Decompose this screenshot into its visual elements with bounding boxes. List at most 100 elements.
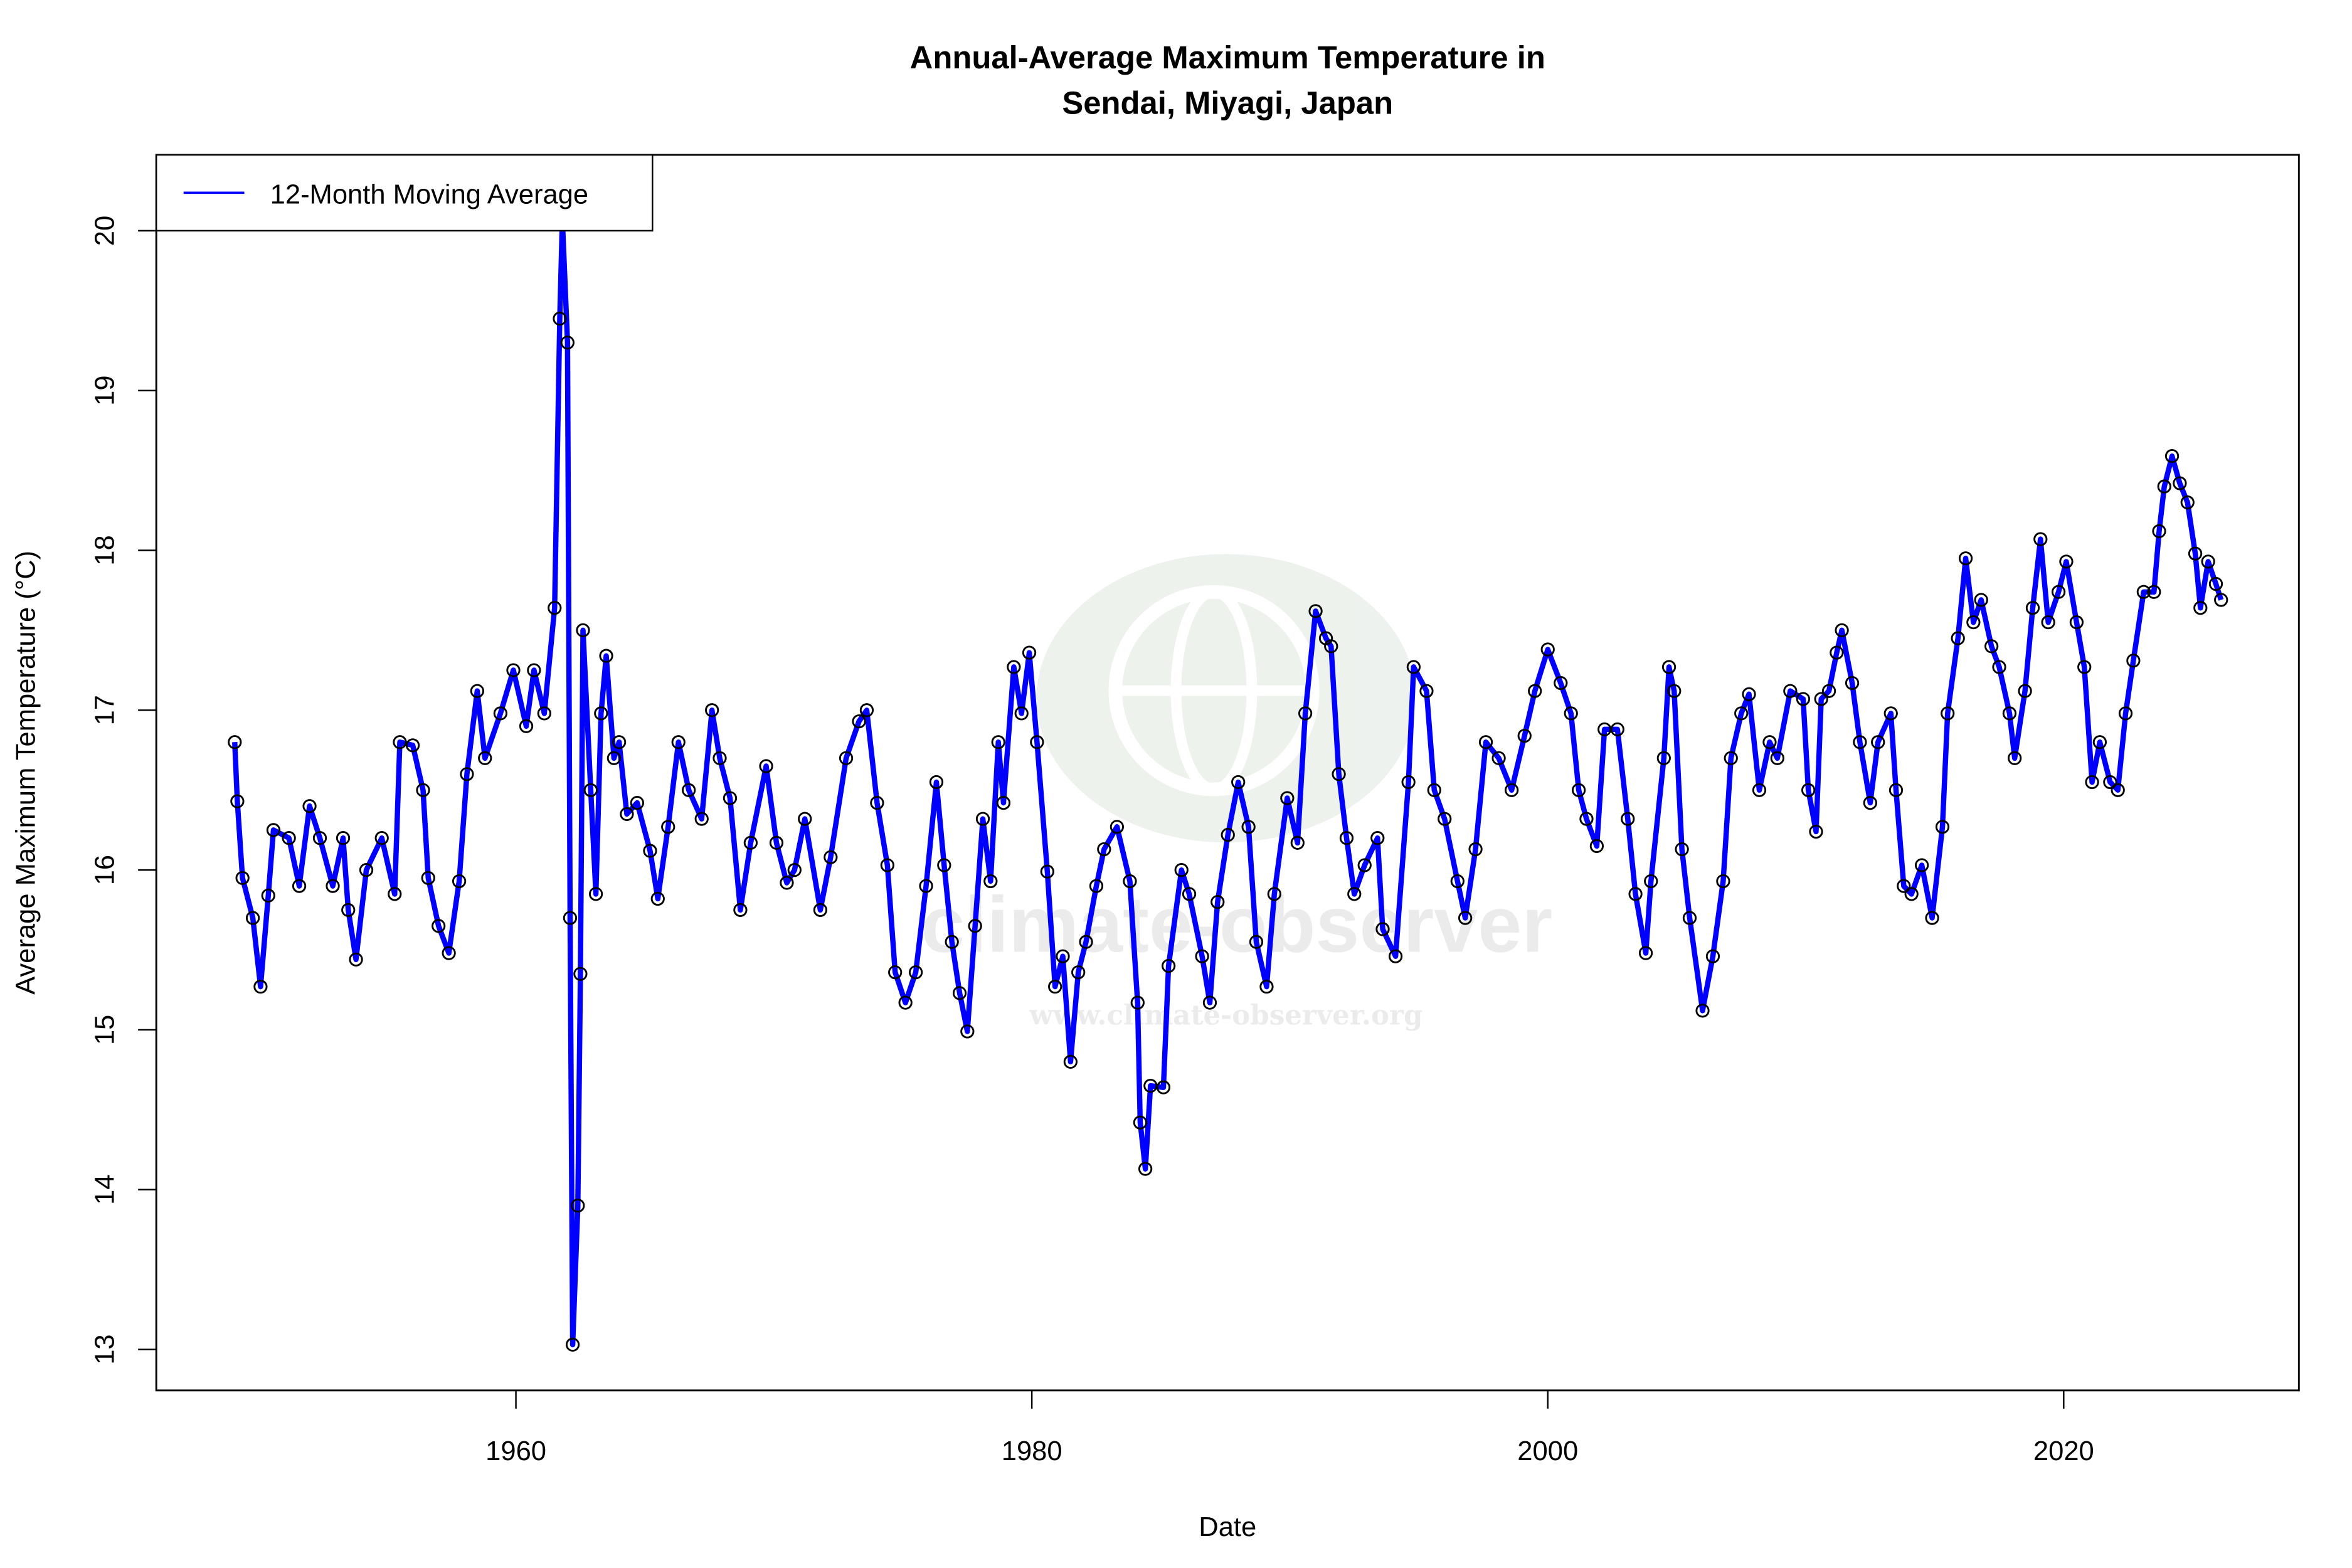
data-point xyxy=(2208,576,2223,591)
data-point xyxy=(302,799,317,813)
data-point xyxy=(1871,735,1885,750)
data-point xyxy=(1734,706,1749,721)
data-point xyxy=(991,735,1005,750)
data-point xyxy=(1298,706,1313,721)
data-point xyxy=(1814,692,1828,706)
data-point xyxy=(493,706,508,721)
data-point xyxy=(1644,874,1658,889)
y-tick-label: 17 xyxy=(90,695,120,725)
data-point xyxy=(1621,812,1635,826)
data-point xyxy=(336,831,351,845)
data-point xyxy=(1478,735,1493,750)
data-point xyxy=(1661,660,1677,674)
data-point xyxy=(1022,645,1037,660)
data-point xyxy=(478,751,492,765)
data-point xyxy=(612,735,627,750)
data-point xyxy=(470,684,485,698)
data-point xyxy=(2092,735,2107,750)
data-point xyxy=(253,980,268,994)
data-point xyxy=(235,871,250,885)
data-point xyxy=(898,995,913,1010)
data-point xyxy=(2085,775,2099,790)
y-tick-label: 13 xyxy=(90,1334,120,1364)
data-point xyxy=(2051,585,2066,599)
data-point xyxy=(1505,783,1519,797)
data-point xyxy=(312,831,327,845)
data-point xyxy=(560,336,575,350)
data-point xyxy=(2018,684,2032,698)
data-point xyxy=(1182,887,1197,901)
data-point xyxy=(571,1199,585,1213)
data-point xyxy=(1438,812,1452,826)
data-point xyxy=(599,649,613,663)
data-point xyxy=(416,783,430,797)
data-point xyxy=(1110,820,1125,834)
data-point xyxy=(2069,615,2084,630)
data-point xyxy=(2173,476,2187,490)
data-point xyxy=(1752,783,1767,797)
data-point xyxy=(1845,675,1860,691)
y-axis: 13 14 15 16 17 18 19 20 xyxy=(90,216,157,1365)
data-point xyxy=(1123,874,1137,889)
data-point xyxy=(359,862,374,877)
data-point xyxy=(1705,949,1720,963)
data-point xyxy=(661,820,675,834)
data-point xyxy=(442,946,456,960)
data-point xyxy=(537,706,551,721)
data-point xyxy=(588,887,603,901)
data-point xyxy=(1174,862,1189,877)
data-point xyxy=(326,879,340,893)
x-tick-label: 2000 xyxy=(1517,1436,1578,1466)
data-point xyxy=(594,706,608,721)
data-point xyxy=(1682,911,1697,925)
data-point xyxy=(813,903,828,917)
data-point xyxy=(573,967,588,981)
data-point xyxy=(1332,767,1346,781)
data-point xyxy=(1071,965,1086,980)
data-point xyxy=(1992,660,2006,674)
data-point xyxy=(2008,751,2022,765)
data-point xyxy=(1231,775,1246,790)
data-point xyxy=(2180,495,2195,510)
data-point xyxy=(1079,935,1093,949)
data-point xyxy=(712,751,727,765)
data-point xyxy=(1280,791,1295,805)
y-tick-label: 20 xyxy=(90,216,120,246)
data-point xyxy=(527,663,541,677)
data-point xyxy=(630,795,645,810)
data-point xyxy=(759,759,773,773)
data-point xyxy=(682,783,696,797)
data-point xyxy=(1468,842,1483,857)
data-point xyxy=(553,311,567,326)
legend: 12-Month Moving Average xyxy=(155,154,654,232)
data-point xyxy=(452,874,467,889)
data-point xyxy=(952,986,967,1000)
data-point xyxy=(2136,585,2151,599)
data-point xyxy=(266,823,281,837)
data-point xyxy=(228,735,242,750)
data-point xyxy=(1571,783,1586,797)
data-point xyxy=(1783,684,1798,698)
data-point xyxy=(983,874,998,889)
data-point xyxy=(975,812,990,826)
data-point xyxy=(1528,684,1542,698)
data-point xyxy=(1048,980,1062,994)
data-point xyxy=(432,919,446,933)
data-point xyxy=(583,783,598,797)
data-point xyxy=(460,767,474,781)
data-point xyxy=(1259,980,1274,994)
data-point xyxy=(1801,783,1816,797)
data-point xyxy=(1221,827,1235,842)
data-point xyxy=(1375,922,1390,936)
series-group xyxy=(228,212,2228,1352)
y-tick-label: 18 xyxy=(90,535,120,565)
data-point xyxy=(1966,615,1981,630)
data-point xyxy=(1007,660,1021,674)
data-point xyxy=(1419,684,1434,698)
data-point xyxy=(1401,775,1416,790)
data-point xyxy=(245,911,260,925)
data-point xyxy=(1267,887,1281,901)
data-point xyxy=(945,935,959,949)
data-point xyxy=(620,807,634,822)
data-point xyxy=(1162,958,1176,973)
